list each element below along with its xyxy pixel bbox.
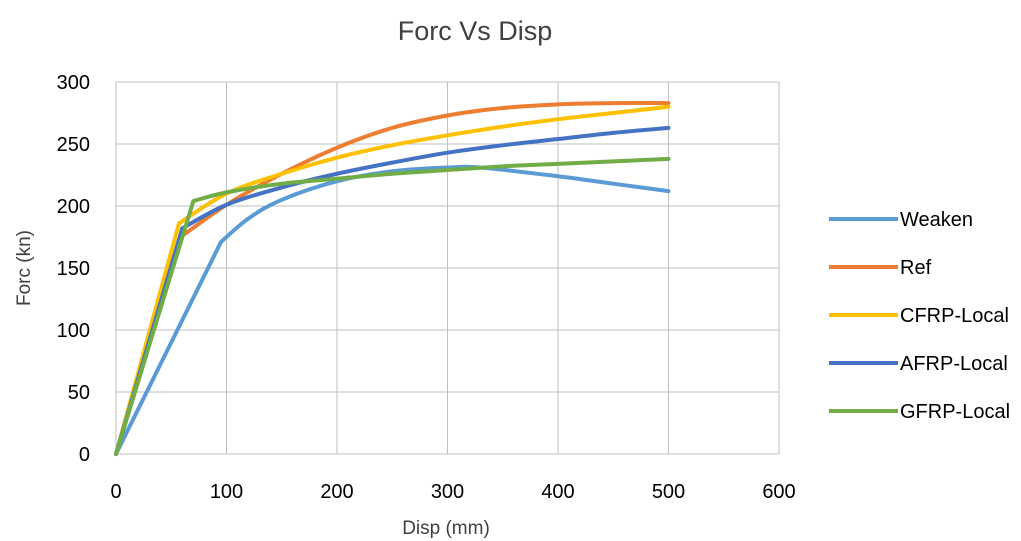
plot-frame	[115, 81, 780, 455]
y-tick-label: 250	[57, 134, 90, 156]
legend-entry: Weaken	[829, 209, 973, 231]
x-tick-label: 500	[652, 481, 685, 503]
legend-entry: GFRP-Local	[829, 401, 1010, 423]
legend-entry: Ref	[829, 257, 932, 279]
x-axis-label: Disp (mm)	[402, 518, 490, 539]
x-tick-label: 400	[541, 481, 574, 503]
legend-label: AFRP-Local	[900, 353, 1008, 375]
legend-label: Ref	[900, 257, 932, 279]
legend-label: CFRP-Local	[900, 305, 1009, 327]
x-tick-label: 300	[431, 481, 464, 503]
y-axis-label: Forc (kn)	[14, 230, 35, 306]
legend-label: GFRP-Local	[900, 401, 1010, 423]
legend-entry: AFRP-Local	[829, 353, 1008, 375]
chart-title: Forc Vs Disp	[398, 16, 553, 46]
series-line-ref	[114, 100, 671, 456]
series-line-cfrp-local	[114, 104, 671, 456]
x-tick-label: 600	[762, 481, 795, 503]
y-tick-label: 200	[57, 196, 90, 218]
series-line-weaken	[114, 164, 671, 456]
x-tick-label: 100	[210, 481, 243, 503]
series-line-afrp-local	[114, 125, 671, 456]
y-tick-label: 50	[68, 382, 90, 404]
x-tick-label: 200	[320, 481, 353, 503]
x-tick-label: 0	[110, 481, 121, 503]
y-tick-label: 300	[57, 72, 90, 94]
legend-label: Weaken	[900, 209, 973, 231]
y-tick-label: 150	[57, 258, 90, 280]
y-tick-label: 0	[79, 444, 90, 466]
series-line-gfrp-local	[114, 156, 671, 456]
legend: Weaken Ref CFRP-Local AFRP-Local GFRP-Local	[829, 209, 1010, 423]
plot-area: 0 100 200 300 400 500 600 0 50 100 150 200 250 300	[57, 72, 796, 503]
legend-entry: CFRP-Local	[829, 305, 1009, 327]
y-tick-label: 100	[57, 320, 90, 342]
